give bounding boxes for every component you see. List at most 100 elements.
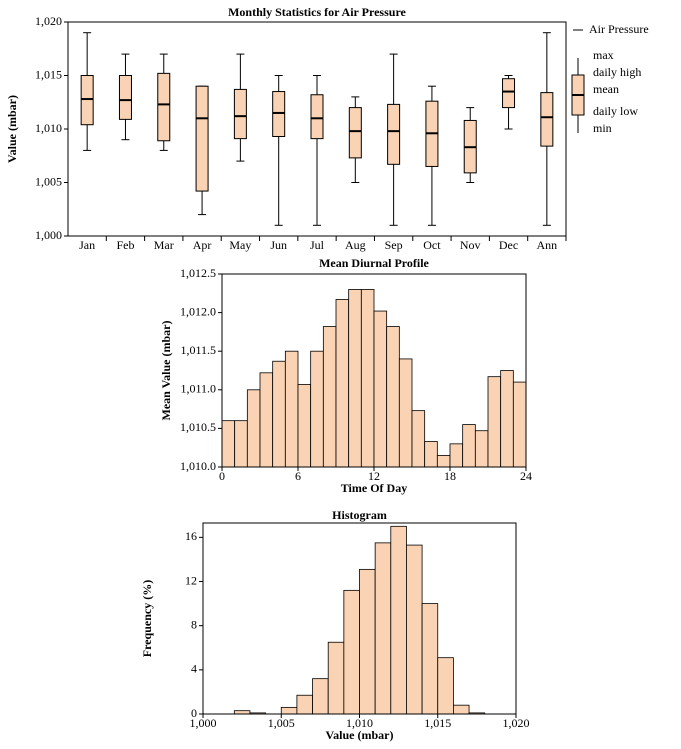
y-tick-label: 1,015 (35, 67, 62, 81)
y-tick-label: 12 (185, 573, 197, 587)
bar (373, 310, 388, 468)
y-axis-label: Mean Value (mbar) (159, 321, 173, 421)
legend-label: daily low (593, 104, 638, 118)
x-tick-label: 18 (444, 469, 456, 483)
bar (296, 694, 313, 715)
bar (424, 441, 438, 468)
x-tick-label: 1,005 (268, 716, 295, 730)
bar (234, 420, 248, 468)
plot-frame (67, 21, 567, 237)
bar (348, 289, 362, 468)
box (272, 91, 286, 137)
bar (246, 389, 261, 468)
y-tick-label: 8 (191, 617, 197, 631)
x-tick-label: Mar (154, 238, 174, 252)
bar (512, 381, 527, 468)
x-tick-label: 0 (219, 469, 225, 483)
legend-label: min (593, 121, 612, 135)
box (80, 75, 94, 126)
x-tick-label: 12 (368, 469, 380, 483)
bar (437, 657, 454, 715)
bar (297, 383, 312, 468)
box (540, 92, 554, 147)
y-tick-label: 1,012.0 (180, 304, 216, 318)
box (502, 78, 516, 109)
y-tick-label: 0 (191, 706, 197, 720)
bar (272, 360, 286, 468)
x-tick-label: Jul (310, 238, 325, 252)
y-tick-label: 1,005 (35, 174, 62, 188)
y-tick-label: 1,012.5 (180, 266, 216, 280)
chart-title: Mean Diurnal Profile (319, 256, 429, 270)
y-tick-label: 1,011.5 (180, 343, 216, 357)
bar (374, 542, 392, 715)
box (118, 75, 132, 120)
y-tick-label: 1,011.0 (180, 382, 216, 396)
bar (500, 370, 514, 468)
x-axis-label: Time Of Day (341, 481, 407, 495)
legend-label: Air Pressure (589, 22, 649, 36)
bar (312, 678, 329, 715)
x-tick-label: Jun (270, 238, 287, 252)
legend-label: max (593, 48, 614, 62)
x-tick-label: 1,000 (190, 716, 217, 730)
x-tick-label: Nov (460, 238, 481, 252)
y-axis-label: Value (mbar) (5, 95, 19, 163)
bar (284, 350, 299, 468)
bar (280, 706, 298, 715)
y-axis-label: Frequency (%) (140, 580, 154, 657)
box (348, 107, 362, 159)
box (157, 72, 171, 142)
bar (462, 424, 476, 468)
y-tick-label: 1,010.0 (180, 459, 216, 473)
bar (449, 443, 464, 468)
x-tick-label: Aug (345, 238, 366, 252)
y-tick-label: 1,020 (35, 14, 62, 28)
plot-frame (221, 273, 527, 468)
bar (411, 410, 426, 468)
bar (436, 455, 451, 468)
y-tick-label: 1,010.5 (180, 420, 216, 434)
x-tick-label: 6 (295, 469, 301, 483)
x-tick-label: Feb (116, 238, 134, 252)
bar (487, 376, 502, 468)
box (233, 88, 247, 140)
x-tick-label: May (229, 238, 251, 252)
box (195, 85, 209, 192)
x-tick-label: Jan (79, 238, 95, 252)
bar (398, 358, 413, 468)
bar (386, 326, 400, 468)
x-tick-label: 1,010 (346, 716, 373, 730)
y-tick-label: 1,010 (35, 121, 62, 135)
bar (327, 641, 345, 715)
x-tick-label: 24 (520, 469, 532, 483)
x-tick-label: Sep (385, 238, 403, 252)
bar (406, 544, 423, 715)
x-tick-label: Oct (423, 238, 441, 252)
bar (335, 299, 350, 468)
x-tick-label: Apr (193, 238, 212, 252)
legend-label: daily high (593, 65, 641, 79)
chart-title: Histogram (332, 508, 387, 522)
box (310, 94, 324, 140)
x-tick-label: Dec (499, 238, 518, 252)
chart-title: Monthly Statistics for Air Pressure (228, 5, 406, 19)
bar (259, 372, 274, 468)
box (387, 103, 401, 165)
legend-label: mean (593, 82, 619, 96)
bar (322, 326, 337, 468)
y-tick-label: 16 (185, 529, 197, 543)
bar (360, 289, 375, 468)
x-axis-label: Value (mbar) (326, 728, 394, 742)
bar (452, 704, 470, 715)
bar (221, 420, 236, 468)
x-tick-label: Ann (537, 238, 558, 252)
bar (390, 525, 407, 715)
x-tick-label: 1,015 (424, 716, 451, 730)
plot-frame (202, 522, 517, 715)
bar (421, 603, 439, 715)
bar (310, 350, 324, 468)
bar (474, 430, 489, 468)
y-tick-label: 1,000 (35, 228, 62, 242)
